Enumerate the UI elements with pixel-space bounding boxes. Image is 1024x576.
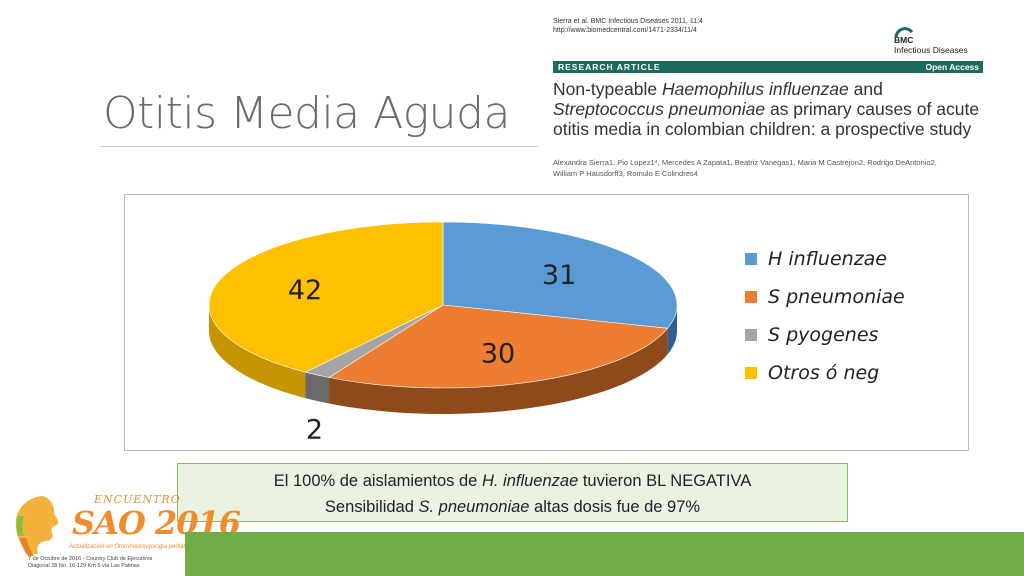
pie-chart: 31 30 2 42 H influenzae S pneumoniae S pyogene… (208, 221, 905, 445)
paper-title-species-1: Haemophilus influenzae (661, 79, 849, 99)
paper-title-species-2: Streptococcus pneumoniae (553, 99, 766, 119)
pie-side-4 (209, 305, 306, 399)
pie-slice-2 (328, 304, 669, 389)
bmc-logo-text: BMC Infectious Diseases (894, 35, 968, 55)
logo-subtitle: Actualización en Otorrinolaringología pe… (69, 544, 195, 550)
citation-line-1: Sierra et al. BMC Infectious Diseases 20… (553, 18, 703, 25)
pie-side-3 (305, 372, 330, 404)
access-label: Open Access (925, 62, 979, 72)
paper-citation: Sierra et al. BMC Infectious Diseases 20… (553, 17, 703, 35)
legend-swatch-2 (745, 291, 757, 303)
citation-line-2: http://www.biomedcentral.com/1471-2334/1… (553, 27, 697, 34)
title-divider (100, 146, 538, 147)
pie-slice-1 (442, 221, 678, 329)
paper-title-part-1: Non-typeable (553, 79, 662, 99)
pie-data-label-4: 42 (288, 275, 322, 306)
note-line-2-species: S. pneumoniae (418, 498, 530, 516)
paper-authors: Alexandra Sierra1, Pio Lopez1*, Mercedes… (553, 158, 937, 178)
findings-note: El 100% de aislamientos de H. influenzae… (177, 463, 848, 522)
note-line-2: Sensibilidad S. pneumoniae altas dosis f… (178, 494, 847, 520)
bmc-logo: BMC Infectious Diseases (893, 25, 985, 59)
legend-swatch-3 (745, 329, 757, 341)
note-line-1-species: H. influenzae (481, 472, 579, 490)
pie-data-label-1: 31 (542, 260, 576, 291)
note-line-1-a: El 100% de aislamientos de (273, 472, 482, 490)
event-logo: ENCUENTRO SAO 2016 Actualización en Otor… (6, 490, 241, 576)
legend-label-4: Otros ó neg (768, 362, 879, 384)
slide-title: Otitis Media Aguda (103, 88, 510, 139)
legend-swatch-1 (745, 253, 757, 265)
article-type-bar: RESEARCH ARTICLE Open Access (553, 61, 983, 73)
bmc-brand: BMC (894, 35, 914, 45)
legend-label-3: S pyogenes (768, 324, 879, 346)
legend-label-2: S pneumoniae (768, 286, 905, 308)
pie-chart-frame: 31 30 2 42 H influenzae S pneumoniae S pyogene… (124, 194, 969, 451)
note-line-2-a: Sensibilidad (324, 498, 419, 516)
pie-data-label-2: 30 (481, 339, 515, 370)
note-line-1-c: tuvieron BL NEGATIVA (578, 472, 752, 490)
pie-slice-4 (208, 221, 444, 373)
pie-side-2 (329, 328, 668, 414)
paper-title: Non-typeable Haemophilus influenzae and S… (553, 79, 983, 139)
journal-name: Infectious Diseases (894, 45, 968, 55)
chart-legend: H influenzae S pneumoniae S pyogenes Otros … (745, 248, 905, 384)
note-line-2-c: altas dosis fue de 97% (529, 498, 701, 516)
bmc-arc-icon (894, 27, 914, 38)
note-line-1: El 100% de aislamientos de H. influenzae… (178, 468, 847, 494)
pie-data-label-3: 2 (306, 414, 323, 445)
legend-label-1: H influenzae (768, 248, 887, 270)
legend-swatch-4 (745, 367, 757, 379)
paper-title-part-3: as primary causes of acute otitis media … (553, 99, 980, 139)
paper-header-image: Sierra et al. BMC Infectious Diseases 20… (553, 17, 983, 187)
section-label: RESEARCH ARTICLE (558, 62, 661, 72)
paper-title-part-2: and (848, 79, 883, 99)
logo-encuentro-text: ENCUENTRO (94, 493, 181, 506)
footer-accent-bar (185, 532, 1024, 576)
profile-face-icon (15, 496, 58, 556)
logo-event-info: 7 de Octubre de 2016 - Country Club de E… (28, 556, 153, 569)
